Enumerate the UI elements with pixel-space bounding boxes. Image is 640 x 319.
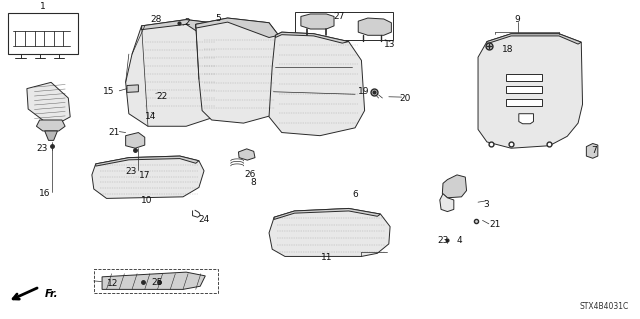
Polygon shape [487, 34, 581, 44]
Polygon shape [506, 99, 541, 106]
Text: 5: 5 [215, 13, 221, 23]
Polygon shape [36, 120, 65, 131]
Text: 15: 15 [102, 87, 114, 96]
Text: 10: 10 [141, 197, 152, 205]
Polygon shape [141, 19, 221, 43]
Text: 8: 8 [250, 178, 256, 187]
Text: 14: 14 [145, 112, 157, 121]
Text: 23: 23 [125, 167, 137, 176]
Polygon shape [274, 208, 381, 219]
Text: 18: 18 [502, 45, 514, 54]
Text: 13: 13 [385, 40, 396, 49]
Text: 28: 28 [150, 15, 161, 24]
Text: 12: 12 [107, 278, 118, 288]
Polygon shape [239, 149, 255, 160]
Text: 11: 11 [321, 253, 332, 262]
Text: 9: 9 [515, 15, 520, 24]
Text: 21: 21 [108, 128, 119, 137]
Text: Fr.: Fr. [45, 289, 58, 299]
Text: 4: 4 [456, 236, 461, 245]
Text: 1: 1 [40, 2, 45, 11]
FancyBboxPatch shape [94, 269, 218, 293]
Text: 23: 23 [36, 144, 48, 153]
Polygon shape [196, 18, 282, 123]
Text: 3: 3 [483, 200, 488, 209]
Polygon shape [27, 82, 70, 123]
Text: 24: 24 [198, 215, 210, 224]
Text: 6: 6 [352, 190, 358, 199]
Polygon shape [269, 32, 365, 136]
Polygon shape [519, 114, 534, 124]
Polygon shape [125, 19, 225, 126]
Text: 27: 27 [333, 12, 345, 21]
Text: 2: 2 [185, 18, 190, 27]
Polygon shape [196, 18, 278, 38]
Text: 17: 17 [139, 171, 150, 180]
Text: 21: 21 [490, 220, 501, 229]
Polygon shape [125, 132, 145, 148]
Text: 20: 20 [399, 93, 410, 102]
Polygon shape [92, 156, 204, 198]
Polygon shape [275, 32, 349, 43]
Text: 16: 16 [39, 189, 51, 198]
Text: 7: 7 [591, 146, 597, 155]
Polygon shape [506, 74, 541, 81]
Polygon shape [478, 34, 582, 148]
Polygon shape [269, 208, 390, 256]
Text: 23: 23 [437, 236, 449, 245]
Polygon shape [301, 14, 334, 29]
Polygon shape [96, 156, 199, 166]
Polygon shape [45, 131, 58, 140]
Text: STX4B4031C: STX4B4031C [580, 302, 629, 311]
Text: 22: 22 [156, 92, 168, 101]
Polygon shape [586, 144, 598, 158]
Polygon shape [506, 86, 541, 93]
Polygon shape [102, 272, 205, 289]
FancyBboxPatch shape [294, 12, 394, 40]
Polygon shape [358, 18, 392, 35]
Polygon shape [442, 175, 467, 198]
Text: 26: 26 [244, 170, 255, 179]
Polygon shape [440, 194, 454, 211]
Polygon shape [127, 85, 138, 93]
FancyBboxPatch shape [8, 13, 78, 54]
Text: 19: 19 [358, 87, 370, 96]
Text: 25: 25 [151, 278, 163, 287]
